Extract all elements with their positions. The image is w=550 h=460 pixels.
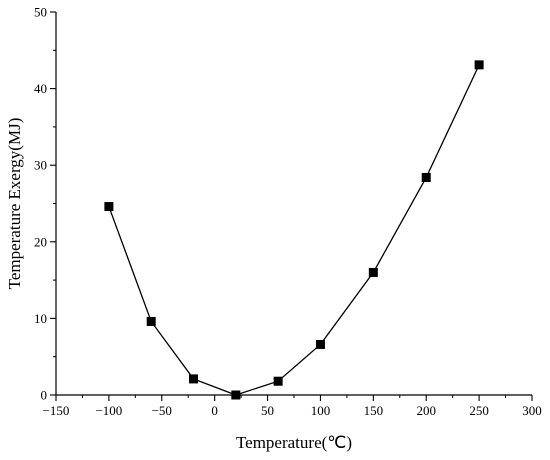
data-point-marker — [315, 339, 325, 349]
y-tick-label: 50 — [34, 5, 47, 20]
data-point-marker — [104, 202, 114, 212]
y-tick-label: 20 — [34, 234, 47, 249]
x-tick-label: −150 — [43, 403, 70, 418]
x-tick-label: 200 — [416, 403, 436, 418]
data-point-marker — [421, 172, 431, 182]
y-axis-ticks: 0 10 20 30 40 50 — [34, 5, 56, 403]
y-tick-label: 10 — [34, 311, 47, 326]
y-tick-label: 0 — [41, 388, 48, 403]
y-axis-title: Temperature Exergy(MJ) — [5, 118, 24, 290]
data-point-marker — [474, 60, 484, 70]
series-markers — [104, 60, 484, 400]
y-tick-label: 30 — [34, 158, 47, 173]
x-tick-label: −50 — [152, 403, 172, 418]
x-axis-title: Temperature(℃) — [236, 433, 352, 452]
series-line — [108, 64, 480, 396]
x-axis-ticks: −150 −100 −50 0 50 100 150 200 250 300 — [43, 395, 542, 418]
y-tick-label: 40 — [34, 81, 47, 96]
x-tick-label: 150 — [364, 403, 384, 418]
x-tick-label: 0 — [211, 403, 218, 418]
x-tick-label: 100 — [311, 403, 331, 418]
data-point-marker — [368, 267, 378, 277]
x-tick-label: 300 — [522, 403, 542, 418]
x-tick-label: −100 — [95, 403, 122, 418]
x-tick-label: 250 — [469, 403, 489, 418]
data-point-marker — [231, 390, 241, 400]
data-point-marker — [273, 376, 283, 386]
x-tick-label: 50 — [261, 403, 274, 418]
data-point-marker — [146, 316, 156, 326]
data-point-marker — [189, 374, 199, 384]
